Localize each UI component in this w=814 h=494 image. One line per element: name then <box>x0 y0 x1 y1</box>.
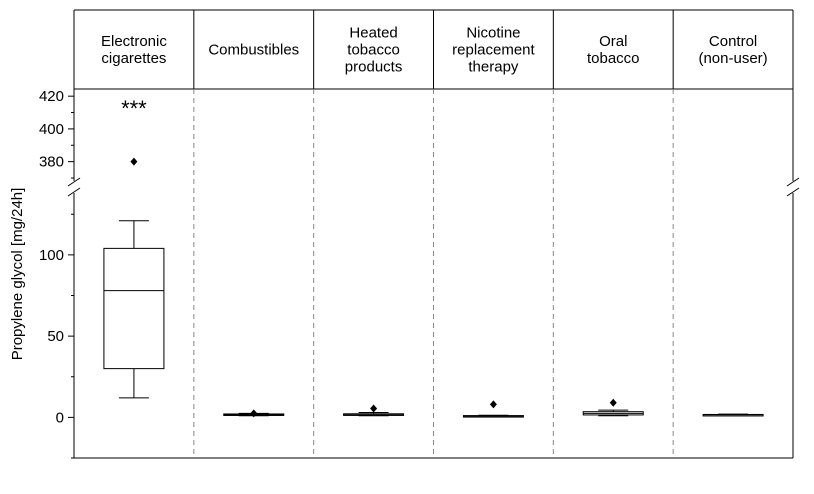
plot-frame <box>73 9 794 459</box>
y-tick-label: 380 <box>39 154 64 171</box>
box-group <box>462 400 524 418</box>
outlier-point <box>370 404 378 413</box>
y-axis-title: Propylene glycol [mg/24h] <box>9 188 26 361</box>
y-tick-label: 420 <box>39 88 64 105</box>
category-label: cigarettes <box>101 50 166 67</box>
box-group <box>223 409 285 418</box>
category-label: replacement <box>452 42 535 59</box>
y-tick-label: 100 <box>39 247 64 264</box>
outlier-point <box>609 398 617 407</box>
box-group <box>702 413 764 417</box>
category-label: Oral <box>599 33 627 50</box>
box-series: *** <box>103 96 764 418</box>
y-tick-label: 0 <box>56 409 64 426</box>
box-group: *** <box>103 96 165 399</box>
y-tick-label: 50 <box>47 328 64 345</box>
category-label: (non-user) <box>698 50 767 67</box>
significance-label: *** <box>121 96 147 121</box>
box-group <box>343 404 405 417</box>
category-label: Heated <box>349 25 397 42</box>
y-tick-label: 400 <box>39 121 64 138</box>
category-label: Nicotine <box>466 25 520 42</box>
category-label: Control <box>709 33 757 50</box>
y-axis: 380 400 420 0 50 100 <box>39 88 800 459</box>
category-label: Combustibles <box>208 42 299 59</box>
box-group <box>582 398 644 417</box>
category-label: Electronic <box>101 33 167 50</box>
category-label: tobacco <box>587 50 640 67</box>
category-label: therapy <box>468 59 519 76</box>
category-label: tobacco <box>347 42 400 59</box>
right-axis-break-mark <box>786 177 800 187</box>
outlier-point <box>250 409 258 418</box>
category-label: products <box>345 59 403 76</box>
box-iqr <box>103 247 165 370</box>
outlier-point <box>489 400 497 409</box>
right-axis-break-mark <box>786 187 800 197</box>
outlier-point <box>130 157 138 166</box>
y-axis-break-mark <box>67 187 81 197</box>
y-axis-break-mark <box>67 177 81 187</box>
